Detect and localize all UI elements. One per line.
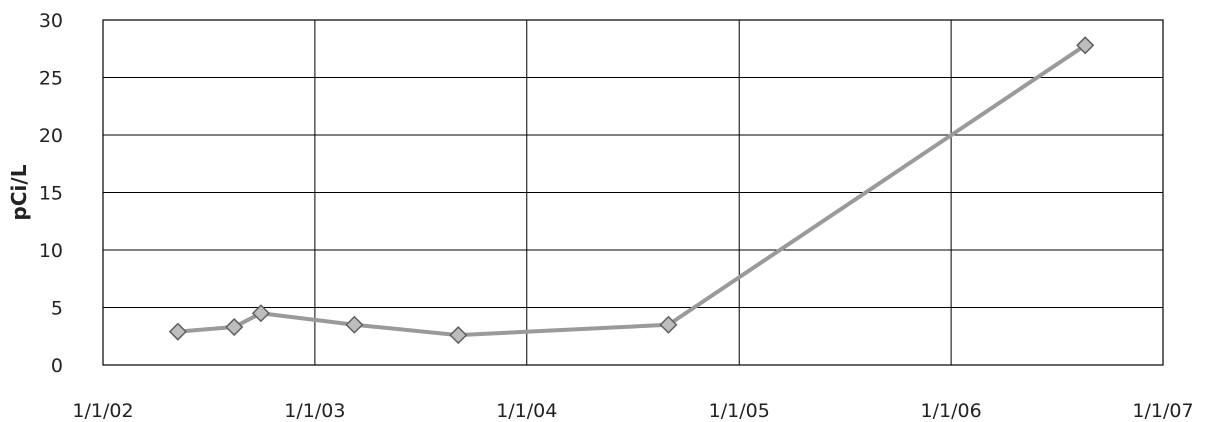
- x-tick-label: 1/1/04: [496, 400, 557, 422]
- y-tick-label: 10: [39, 240, 63, 262]
- series-group: [168, 36, 1095, 345]
- y-axis-ticks: 0 5 10 15 20 25 30: [39, 10, 63, 377]
- data-point-marker: [168, 322, 187, 341]
- y-tick-label: 30: [39, 10, 63, 32]
- data-point-marker: [225, 317, 244, 337]
- x-tick-label: 1/1/02: [72, 400, 133, 422]
- data-point-marker: [251, 304, 270, 323]
- y-tick-label: 0: [51, 355, 63, 377]
- y-axis-label: pCi/L: [7, 164, 31, 220]
- y-tick-label: 25: [39, 68, 63, 90]
- data-point-marker: [1076, 36, 1095, 55]
- data-point-marker: [345, 315, 364, 334]
- y-tick-label: 20: [39, 125, 63, 147]
- data-point-marker: [449, 326, 468, 345]
- series-line: [177, 43, 1087, 338]
- x-tick-label: 1/1/05: [709, 400, 770, 422]
- y-tick-label: 15: [39, 183, 63, 205]
- plot-area: [102, 19, 1164, 366]
- data-point-marker: [659, 315, 678, 334]
- x-tick-label: 1/1/07: [1132, 400, 1193, 422]
- x-tick-label: 1/1/06: [921, 400, 982, 422]
- grid-lines: [103, 20, 1163, 365]
- x-tick-label: 1/1/03: [284, 400, 345, 422]
- y-tick-label: 5: [51, 298, 63, 320]
- x-axis-ticks: 1/1/02 1/1/03 1/1/04 1/1/05 1/1/06 1/1/07: [72, 400, 1193, 422]
